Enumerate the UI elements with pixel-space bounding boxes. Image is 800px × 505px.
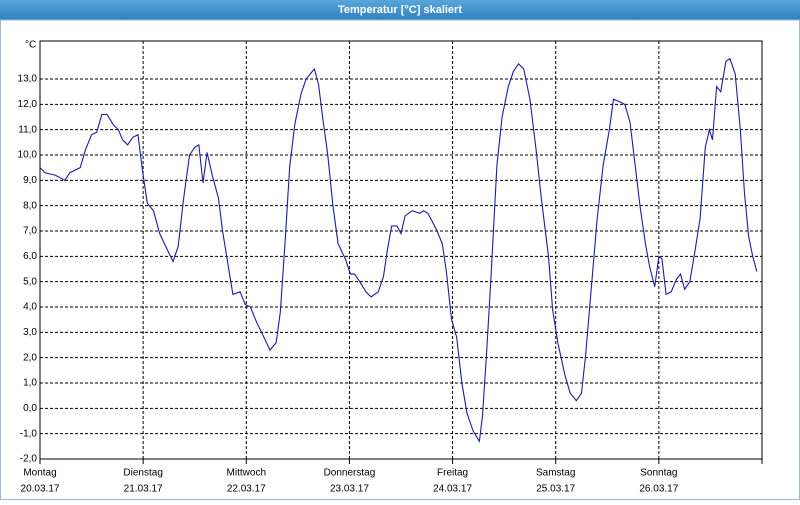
x-tick-label: Sonntag — [640, 468, 677, 479]
y-tick-label: 8,0 — [23, 200, 37, 211]
y-tick-label: 7,0 — [23, 226, 37, 237]
x-tick-date: 25.03.17 — [536, 484, 575, 495]
y-tick-label: 10,0 — [18, 150, 38, 161]
y-tick-label: 13,0 — [18, 74, 38, 85]
x-tick-label: Freitag — [437, 468, 468, 479]
x-tick-date: 20.03.17 — [21, 484, 60, 495]
x-tick-label: Dienstag — [123, 468, 162, 479]
y-tick-label: -2,0 — [20, 454, 38, 465]
y-tick-label: -1,0 — [20, 428, 38, 439]
y-tick-label: 12,0 — [18, 99, 38, 110]
y-tick-label: 0,0 — [23, 403, 37, 414]
y-tick-label: 9,0 — [23, 175, 37, 186]
temperature-line — [39, 57, 758, 443]
plot-border — [39, 40, 763, 460]
x-tick-label: Samstag — [536, 468, 575, 479]
y-tick-label: 4,0 — [23, 302, 37, 313]
chart-title: Temperatur [°C] skaliert — [338, 4, 462, 16]
x-tick-date: 21.03.17 — [124, 484, 163, 495]
y-tick-label: 3,0 — [23, 327, 37, 338]
y-axis-label: °C — [25, 40, 36, 51]
x-tick-date: 22.03.17 — [227, 484, 266, 495]
y-tick-label: 1,0 — [23, 378, 37, 389]
y-tick-label: 2,0 — [23, 352, 37, 363]
x-tick-label: Montag — [23, 468, 56, 479]
title-bar — [0, 0, 800, 20]
x-tick-date: 24.03.17 — [433, 484, 472, 495]
y-tick-label: 11,0 — [18, 124, 37, 135]
x-tick-date: 23.03.17 — [330, 484, 369, 495]
y-tick-label: 5,0 — [23, 276, 37, 287]
window-body — [0, 19, 800, 500]
x-tick-label: Mittwoch — [227, 468, 266, 479]
x-tick-label: Donnerstag — [324, 468, 376, 479]
x-tick-date: 26.03.17 — [639, 484, 678, 495]
y-tick-label: 6,0 — [23, 251, 37, 262]
